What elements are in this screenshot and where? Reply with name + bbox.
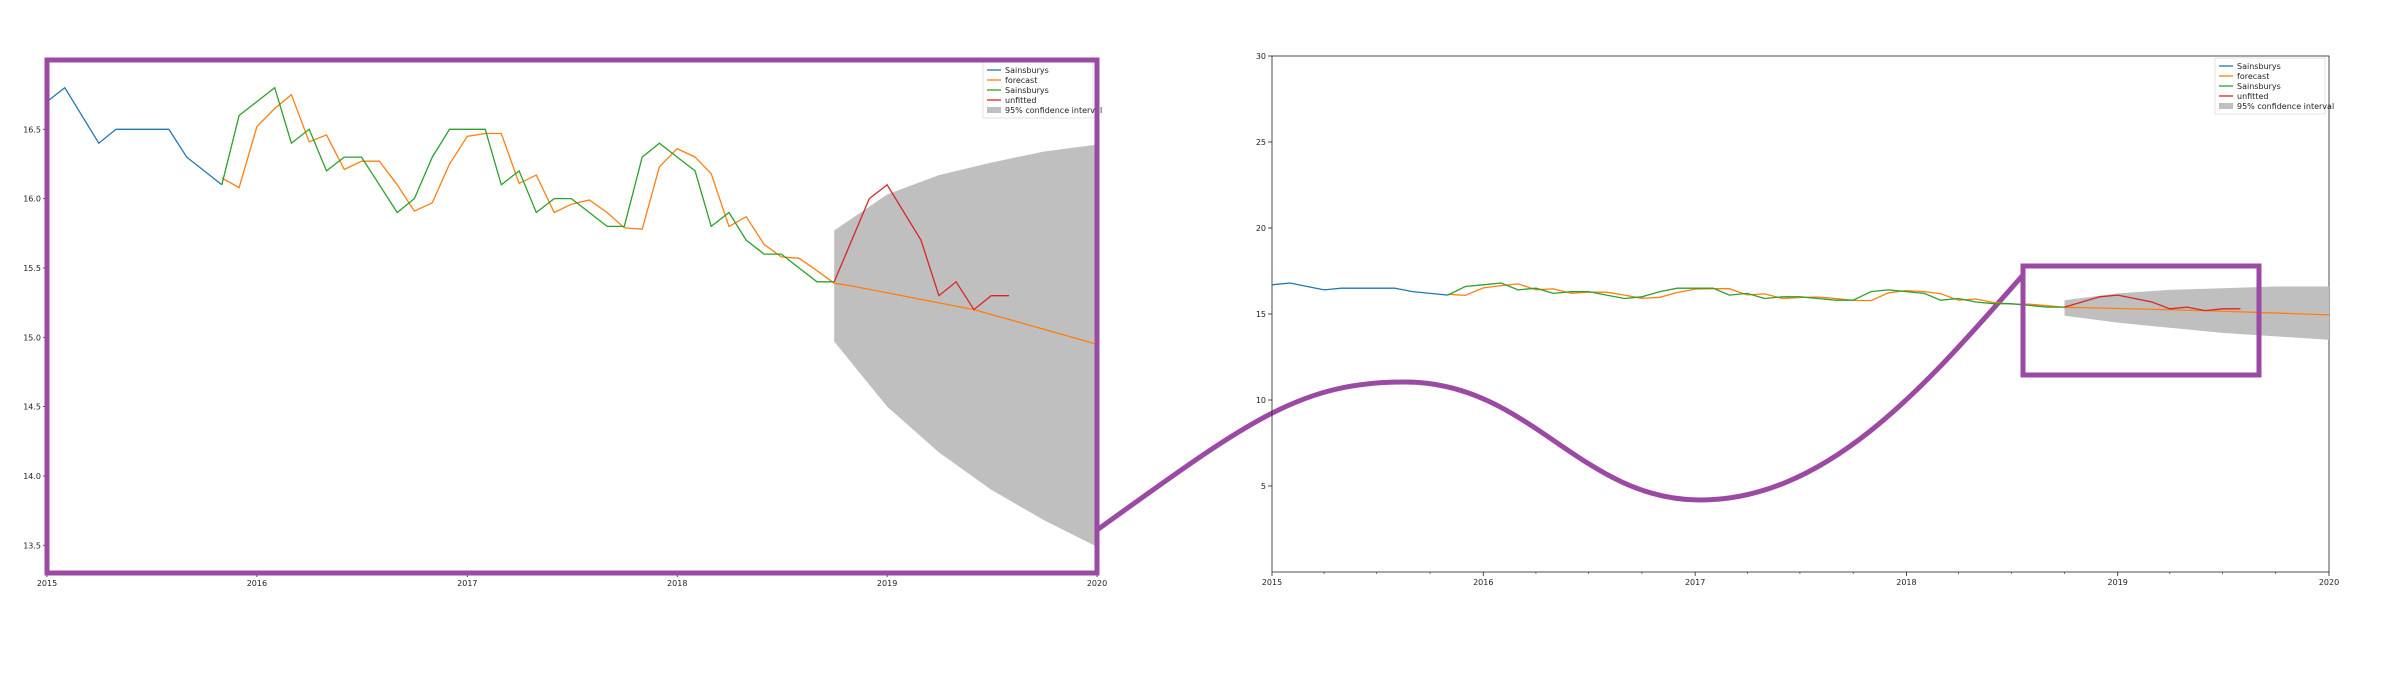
x-tick-label: 2019 [2108,578,2128,587]
y-tick-label: 30 [1256,52,1266,61]
confidence-interval-band [834,144,1097,547]
y-tick-label: 13.5 [23,541,41,550]
legend-box [982,61,1094,119]
y-tick-label: 14.5 [23,403,41,412]
series-line-unfitted-3 [2064,294,2241,312]
legend-label: Sainsburys [1005,66,1049,75]
y-tick-label: 25 [1256,138,1266,147]
legend-label: Sainsburys [1005,86,1049,95]
legend-label: unfitted [2237,92,2268,101]
y-tick-label: 15.0 [23,333,41,342]
x-tick-label: 2015 [37,579,57,588]
x-tick-label: 2018 [1896,578,1916,587]
zoomed-chart-outline [44,57,1100,576]
zoom-connector-curve [1095,273,2025,533]
x-tick-label: 2016 [247,579,267,588]
x-tick-label: 2019 [877,579,897,588]
series-line-forecast-1 [221,93,1098,345]
x-tick-label: 2016 [1473,578,1493,587]
y-tick-label: 16.0 [23,195,41,204]
legend-label: 95% confidence interval [1005,106,1102,115]
legend-label: forecast [2237,72,2269,81]
confidence-interval-band [2064,286,2329,340]
legend-label: forecast [1005,76,1037,85]
x-tick-label: 2017 [457,579,477,588]
x-tick-label: 2020 [1087,579,1107,588]
series-line-unfitted-3 [833,183,1009,311]
legend-box [2214,57,2326,115]
legend-swatch [987,107,1001,113]
y-tick-label: 20 [1256,224,1266,233]
legend-label: Sainsburys [2237,62,2281,71]
y-tick-label: 14.0 [23,472,41,481]
legend-label: unfitted [1005,96,1036,105]
y-tick-label: 16.5 [23,125,41,134]
x-tick-label: 2015 [1262,578,1282,587]
x-tick-label: 2020 [2319,578,2339,587]
y-tick-label: 10 [1256,396,1266,405]
y-tick-label: 15 [1256,310,1266,319]
legend-label: 95% confidence interval [2237,102,2334,111]
series-line-sainsburys-0 [46,86,223,186]
series-line-sainsburys-0 [1271,282,1449,296]
x-tick-label: 2018 [667,579,687,588]
series-line-sainsburys-2 [1447,282,2065,308]
x-tick-label: 2017 [1685,578,1705,587]
full-chart: 2015 2016 2017 2018 2019 2020 5 10 15 20 25 30 Sains… [1256,52,2339,587]
legend-swatch [2219,103,2233,109]
series-line-sainsburys-2 [221,86,835,283]
legend-label: Sainsburys [2237,82,2281,91]
y-tick-label: 5 [1261,482,1266,491]
zoomed-chart: 2015 2016 2017 2018 2019 2020 13.5 14.0 14.5 15.0… [23,61,1107,588]
zoom-connector [1095,273,2025,533]
y-tick-label: 15.5 [23,264,41,273]
zoom-region-box [2020,263,2262,378]
